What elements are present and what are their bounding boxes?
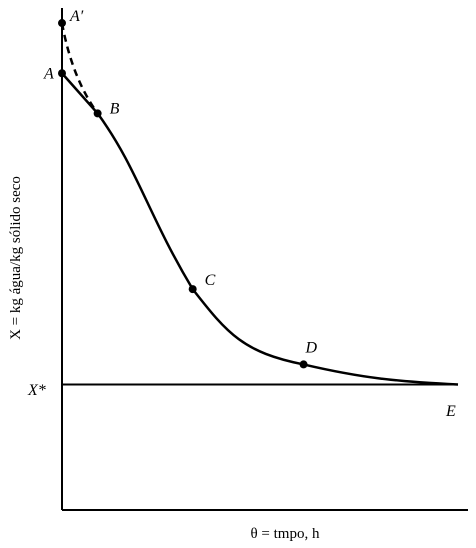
x-axis-label: θ = tmpo, h: [251, 526, 320, 542]
point-marker: [188, 285, 197, 294]
point-label: C: [205, 272, 216, 289]
point-marker: [299, 360, 308, 369]
point-label: D: [305, 339, 318, 356]
point-marker: [58, 69, 66, 78]
point-label: B: [110, 100, 120, 117]
equilibrium-label: X*: [27, 382, 46, 399]
drying-curve: [61, 72, 459, 386]
y-axis-label: X = kg água/kg sólido seco: [8, 176, 24, 340]
curve-points: A′ A B C D: [43, 8, 318, 369]
point-marker: [93, 109, 102, 118]
point-label: A′: [69, 8, 84, 25]
point-label: A: [43, 65, 54, 82]
dashed-curve-a-prime-b: [60, 22, 99, 115]
equilibrium-end-label: E: [445, 403, 456, 420]
point-marker: [58, 19, 66, 28]
